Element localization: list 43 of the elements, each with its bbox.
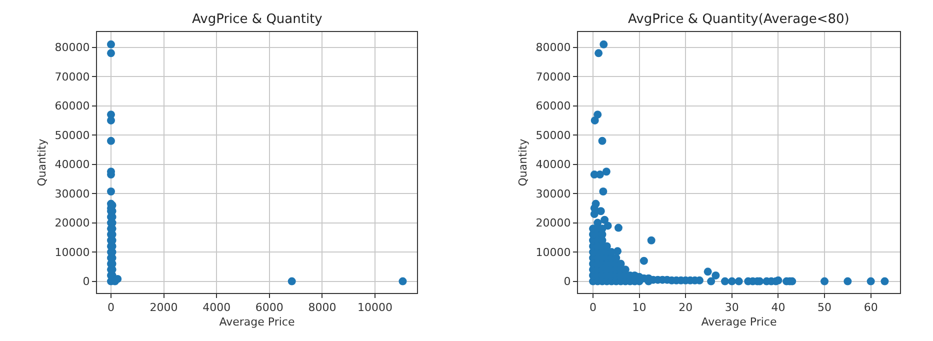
- x-tick-label: 60: [864, 301, 878, 314]
- point: [106, 40, 115, 48]
- x-tick-label: 0: [107, 301, 114, 314]
- y-tick-label: 30000: [536, 187, 571, 200]
- point: [106, 188, 115, 196]
- x-axis-title: Average Price: [219, 315, 295, 328]
- y-tick-label: 40000: [536, 158, 571, 172]
- x-tick-label: 20: [678, 301, 693, 314]
- point: [288, 277, 296, 286]
- y-tick-label: 70000: [536, 70, 571, 84]
- x-axis-title: Average Price: [701, 315, 777, 328]
- x-tick-label: 50: [818, 301, 832, 314]
- y-tick-label: 40000: [54, 158, 90, 172]
- y-tick-label: 70000: [54, 70, 90, 84]
- y-tick-label: 10000: [536, 246, 571, 259]
- y-tick-label: 80000: [536, 41, 571, 54]
- x-tick-label: 0: [590, 301, 596, 314]
- y-tick-label: 0: [82, 275, 90, 288]
- x-tick-label: 6000: [255, 301, 284, 314]
- y-axis-title: Quantity: [516, 138, 530, 186]
- y-tick-label: 60000: [54, 100, 90, 113]
- point: [106, 49, 115, 58]
- x-tick-label: 10000: [358, 301, 393, 314]
- y-tick-label: 20000: [54, 216, 90, 230]
- y-tick-label: 50000: [536, 128, 571, 142]
- y-tick-label: 30000: [54, 187, 90, 200]
- point: [398, 277, 407, 286]
- x-tick-label: 30: [724, 301, 739, 314]
- y-axis-title: Quantity: [35, 138, 48, 186]
- x-tick-label: 40: [771, 301, 786, 314]
- x-tick-label: 8000: [308, 301, 336, 314]
- y-tick-label: 0: [564, 275, 571, 288]
- x-tick-label: 4000: [202, 301, 231, 314]
- y-tick-label: 10000: [54, 246, 90, 259]
- chart-title: AvgPrice & Quantity: [192, 12, 323, 27]
- x-tick-label: 10: [632, 301, 646, 314]
- chart-title: AvgPrice & Quantity(Average<80): [628, 12, 850, 27]
- y-tick-label: 50000: [54, 128, 90, 142]
- x-tick-label: 2000: [150, 301, 178, 314]
- point: [106, 136, 115, 145]
- y-tick-label: 60000: [536, 100, 571, 113]
- y-tick-label: 20000: [536, 216, 571, 230]
- y-tick-label: 80000: [54, 41, 90, 54]
